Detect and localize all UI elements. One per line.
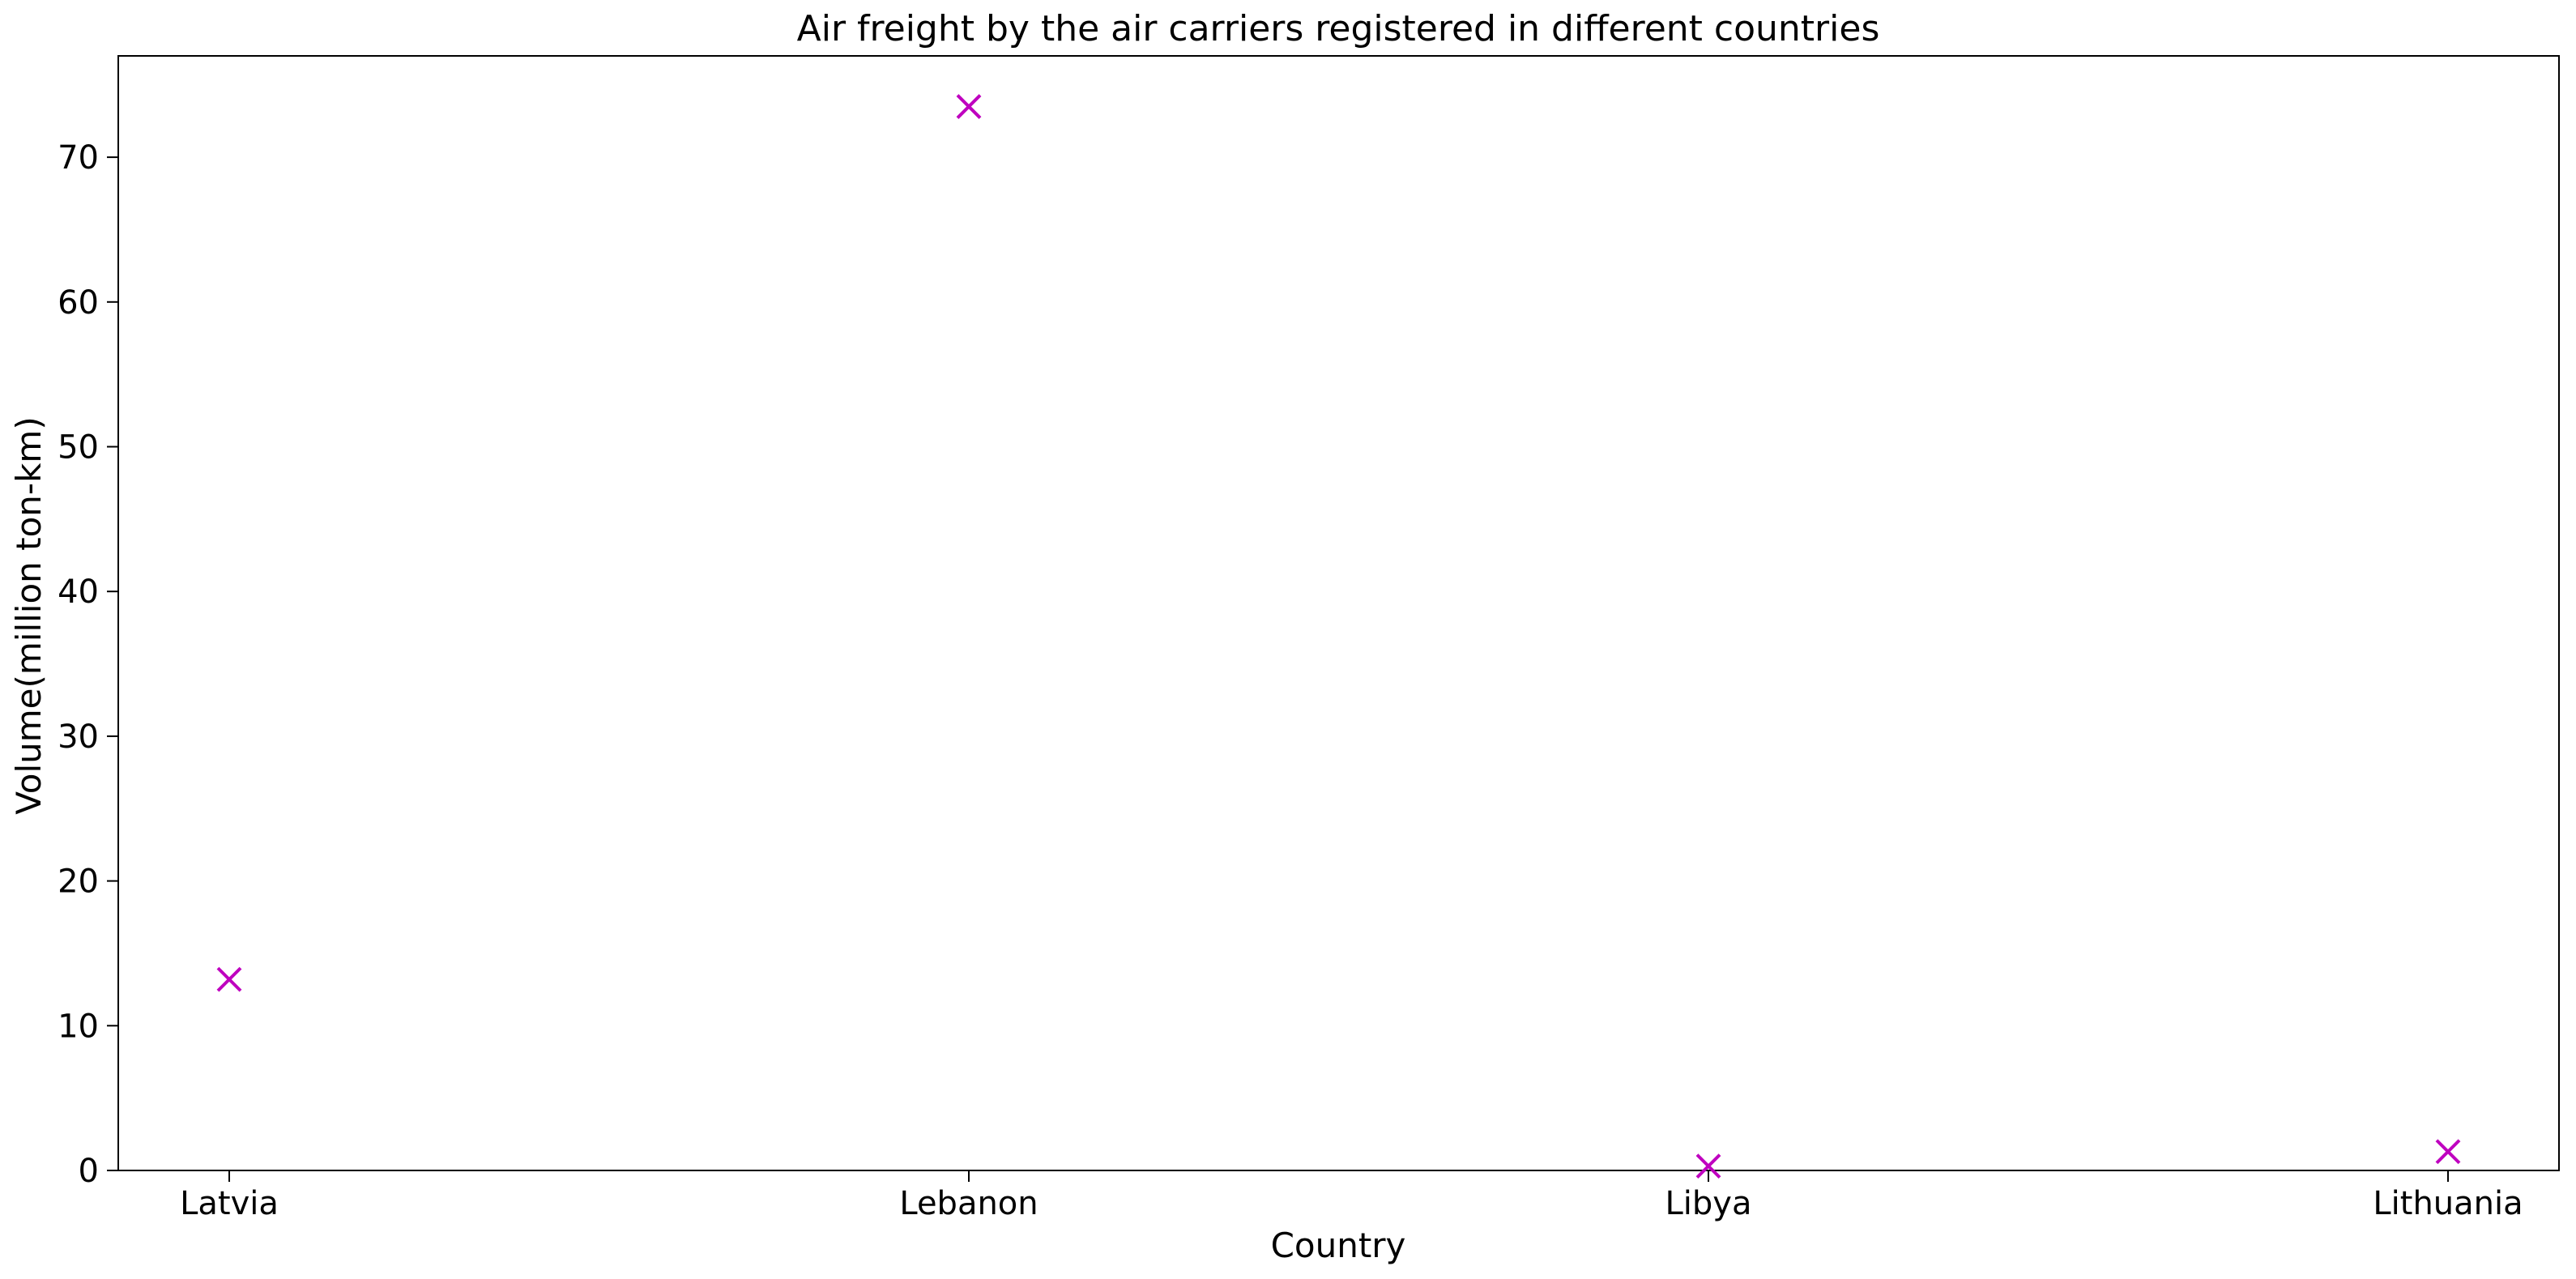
x-tick-label: Libya <box>1665 1185 1752 1222</box>
y-tick-label: 30 <box>58 718 99 756</box>
chart-title: Air freight by the air carriers register… <box>797 8 1880 49</box>
plot-area-frame <box>117 55 2560 1171</box>
data-point-x-marker <box>956 94 982 119</box>
y-axis-label: Volume(million ton-km) <box>9 416 49 814</box>
y-tick-label: 20 <box>58 863 99 901</box>
y-tick-label: 40 <box>58 573 99 611</box>
x-axis-label: Country <box>1271 1226 1406 1265</box>
y-tick-label: 60 <box>58 284 99 322</box>
y-tick-label: 50 <box>58 428 99 466</box>
y-axis: 0 10 20 30 40 50 60 70 <box>58 139 118 1190</box>
x-axis: Latvia Lebanon Libya Lithuania <box>180 1170 2523 1222</box>
y-tick-label: 70 <box>58 139 99 177</box>
y-tick-label: 10 <box>58 1008 99 1045</box>
data-point-x-marker <box>2435 1139 2461 1165</box>
data-point-x-marker <box>1695 1153 1721 1179</box>
y-tick-label: 0 <box>79 1153 99 1190</box>
data-points <box>216 94 2461 1179</box>
x-tick-label: Lebanon <box>899 1185 1038 1222</box>
data-point-x-marker <box>216 966 242 992</box>
x-tick-label: Latvia <box>180 1185 279 1222</box>
x-tick-label: Lithuania <box>2373 1185 2523 1222</box>
